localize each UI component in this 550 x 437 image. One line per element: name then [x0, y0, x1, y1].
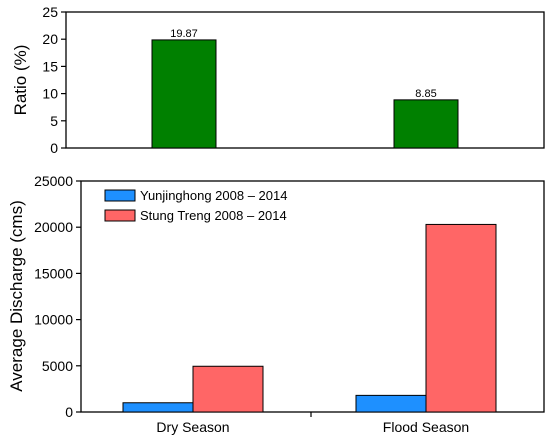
discharge-plot-frame [80, 180, 545, 413]
legend-label-yunjinghong: Yunjinghong 2008 – 2014 [140, 188, 287, 203]
ratio-y-tick-label: 5 [50, 113, 58, 129]
legend-swatch-yunjinghong [104, 189, 136, 202]
discharge-y-tick-label: 20000 [34, 219, 73, 235]
discharge-y-axis: 0 5000 10000 15000 20000 25000 [34, 173, 81, 420]
category-label: Flood Season [383, 419, 469, 435]
discharge-y-tick-label: 5000 [42, 358, 73, 374]
ratio-plot-frame [65, 11, 545, 149]
discharge-axis-title: Average Discharge (cms) [7, 200, 26, 391]
discharge-bar [122, 402, 194, 413]
discharge-bar [192, 365, 264, 413]
ratio-y-tick-label: 25 [42, 4, 58, 20]
ratio-panel: 0 5 10 15 20 25 19.87 8.85 Ratio (%) [11, 4, 545, 156]
discharge-y-tick-label: 10000 [34, 312, 73, 328]
ratio-y-tick-label: 10 [42, 86, 58, 102]
discharge-y-tick-label: 0 [65, 404, 73, 420]
ratio-data-label: 8.85 [415, 88, 436, 100]
ratio-axis-title: Ratio (%) [11, 45, 30, 116]
discharge-bars [122, 223, 497, 413]
ratio-y-axis: 0 5 10 15 20 25 [42, 4, 66, 156]
discharge-bar [425, 223, 497, 413]
ratio-data-label: 19.87 [170, 28, 198, 40]
ratio-y-tick-label: 15 [42, 58, 58, 74]
ratio-bar [393, 99, 459, 149]
category-label: Dry Season [156, 419, 229, 435]
category-axis: Dry Season Flood Season [156, 412, 469, 435]
legend: Yunjinghong 2008 – 2014 Stung Treng 2008… [104, 188, 287, 223]
legend-swatch-stung-treng [104, 209, 136, 222]
ratio-bar [151, 39, 217, 149]
ratio-y-tick-label: 20 [42, 31, 58, 47]
discharge-bar [355, 394, 427, 413]
discharge-y-tick-label: 15000 [34, 265, 73, 281]
ratio-bars: 19.87 8.85 [151, 28, 459, 149]
discharge-panel: 0 5000 10000 15000 20000 25000 Dry Season Floo… [7, 173, 545, 435]
ratio-y-tick-label: 0 [50, 140, 58, 156]
discharge-y-tick-label: 25000 [34, 173, 73, 189]
legend-label-stung-treng: Stung Treng 2008 – 2014 [140, 208, 287, 223]
